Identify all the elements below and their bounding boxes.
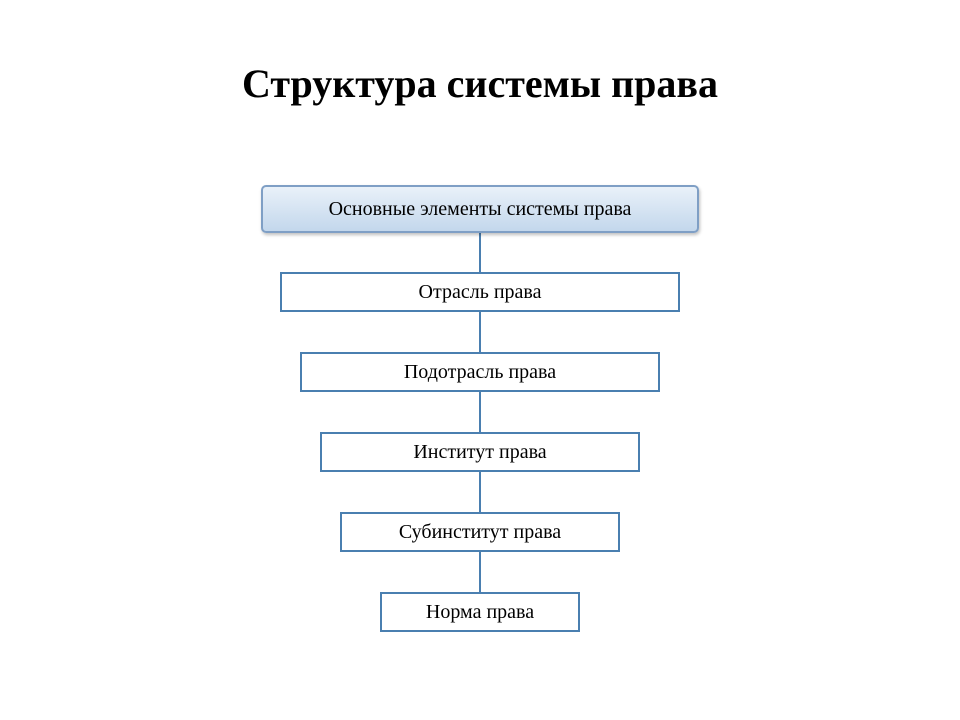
page-title: Структура системы права [0, 60, 960, 107]
node-label: Подотрасль права [404, 361, 556, 384]
connector [479, 392, 481, 432]
node-label: Норма права [426, 601, 534, 624]
connector [479, 312, 481, 352]
node-label: Отрасль права [419, 281, 542, 304]
connector [479, 233, 481, 272]
diagram-node-n4: Субинститут права [340, 512, 620, 552]
diagram-node-n1: Отрасль права [280, 272, 680, 312]
node-label: Субинститут права [399, 521, 561, 544]
diagram-node-n5: Норма права [380, 592, 580, 632]
diagram-node-n3: Институт права [320, 432, 640, 472]
diagram-node-n2: Подотрасль права [300, 352, 660, 392]
node-label: Основные элементы системы права [329, 198, 632, 221]
connector [479, 552, 481, 592]
connector [479, 472, 481, 512]
node-label: Институт права [413, 441, 546, 464]
diagram-node-root: Основные элементы системы права [261, 185, 699, 233]
